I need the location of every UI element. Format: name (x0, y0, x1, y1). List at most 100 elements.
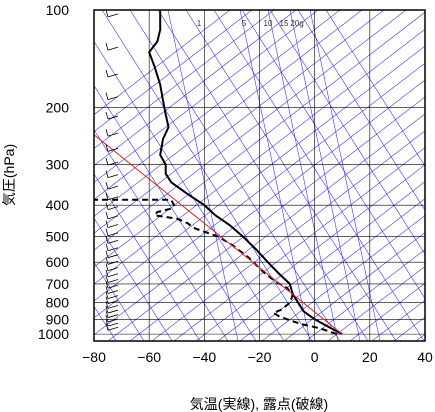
wind-barb-flag (105, 43, 109, 51)
isotherm-line (151, 130, 425, 341)
wind-barb-flag (105, 158, 109, 166)
wind-barb (107, 273, 119, 278)
isotherm-line (94, 10, 253, 133)
wind-barb (107, 309, 119, 314)
adiabat-line (94, 40, 285, 341)
wind-barb-flag (105, 92, 109, 100)
wind-barb-flag (105, 202, 109, 210)
wind-barb-flag (105, 310, 109, 318)
profile-series (94, 10, 343, 336)
wind-barb-flag (105, 314, 109, 323)
adiabat-line (94, 217, 173, 341)
grid-lines (94, 10, 425, 341)
wind-barb-flag (105, 301, 109, 309)
isotherm-line (261, 215, 425, 341)
isotherm-line (173, 147, 425, 341)
isotherm-line (305, 249, 425, 341)
wind-barb (107, 46, 119, 51)
wind-barb (107, 215, 119, 220)
adiabat-line (241, 10, 425, 300)
wind-barb-flag (105, 10, 109, 17)
adiabat-line (94, 85, 257, 341)
mixing-ratio-label: 10 (264, 19, 273, 28)
wind-barb-flag (105, 211, 109, 219)
x-tick-label: 20 (362, 349, 378, 365)
adiabat-line (297, 10, 425, 211)
y-tick-label: 300 (46, 157, 70, 173)
adiabat-line (94, 173, 201, 341)
plot-frame (93, 9, 426, 342)
mixing-ratio-line (267, 10, 339, 341)
x-tick-label: −40 (192, 349, 216, 365)
wind-barb-flag (105, 69, 109, 78)
isotherm-line (94, 10, 407, 251)
isotherm-line (107, 96, 425, 341)
wind-barb-flag (105, 182, 109, 190)
wind-barb (107, 13, 119, 18)
wind-barb-flag (105, 111, 109, 120)
wind-barb (107, 96, 119, 100)
wind-barb (107, 295, 119, 299)
wind-barb-flag (105, 269, 109, 277)
isotherm-line (94, 79, 425, 336)
wind-barb-flag (105, 192, 109, 200)
wind-barb (107, 279, 119, 283)
wind-barb (107, 314, 119, 318)
isotherm-line (94, 10, 341, 200)
x-tick-label: 0 (311, 349, 319, 365)
adiabat-line (101, 10, 313, 341)
mixing-ratio-label: 1 (197, 19, 202, 28)
wind-barb-flag (105, 236, 109, 244)
isotherm-line (94, 10, 297, 166)
wind-barb-flag (105, 275, 109, 283)
x-tick-label: −20 (248, 349, 272, 365)
wind-barb (107, 224, 119, 228)
wind-barb (107, 206, 119, 211)
mixing-ratio-label: 15 (280, 19, 289, 28)
wind-barb-flag (105, 250, 109, 258)
x-tick-label: −60 (137, 349, 161, 365)
wind-barb (107, 147, 119, 152)
wind-barb-flag (105, 296, 109, 304)
mixing-ratio-line (239, 10, 311, 341)
x-axis-title: 気温(実線), 露点(破線) (190, 396, 328, 412)
y-tick-label: 500 (46, 229, 70, 245)
y-tick-label: 600 (46, 254, 70, 270)
wind-barb (107, 196, 119, 201)
y-tick-label: 100 (46, 2, 70, 18)
adiabat-line (157, 10, 369, 341)
wind-barb (107, 284, 119, 289)
isotherm-line (349, 282, 425, 341)
isotherm-line (94, 10, 275, 149)
x-tick-label: −80 (82, 349, 106, 365)
wind-barb (107, 161, 119, 166)
mixing-ratio-label: 5 (242, 19, 247, 28)
isotherm-line (94, 10, 385, 234)
y-tick-label: 1000 (38, 326, 69, 342)
wind-barb-flag (105, 220, 109, 228)
y-tick-label: 400 (46, 197, 70, 213)
wind-barb (107, 240, 119, 244)
wind-barb (107, 318, 119, 323)
isotherm-line (94, 45, 425, 302)
parcel-line (94, 134, 343, 335)
wind-barb (107, 247, 119, 252)
dewpoint-line (94, 198, 338, 336)
wind-barb-flag (105, 263, 109, 271)
skewed-isotherms (94, 10, 425, 341)
wind-barb-flag (105, 280, 109, 289)
mixing-ratio-line (289, 10, 361, 341)
wind-barb (107, 300, 119, 304)
x-tick-label: 40 (417, 349, 433, 365)
wind-barb-flag (105, 323, 109, 331)
adiabat-line (213, 10, 425, 341)
y-tick-label: 800 (46, 295, 70, 311)
x-tick-labels: −80 −60 −40 −20 0 20 40 (82, 349, 433, 365)
wind-barb (107, 132, 119, 137)
adiabat-line (129, 10, 341, 341)
wind-barb (107, 185, 119, 190)
wind-barb-flag (105, 243, 109, 251)
wind-barb-flag (105, 291, 109, 299)
mixing-ratio-line (167, 10, 239, 341)
